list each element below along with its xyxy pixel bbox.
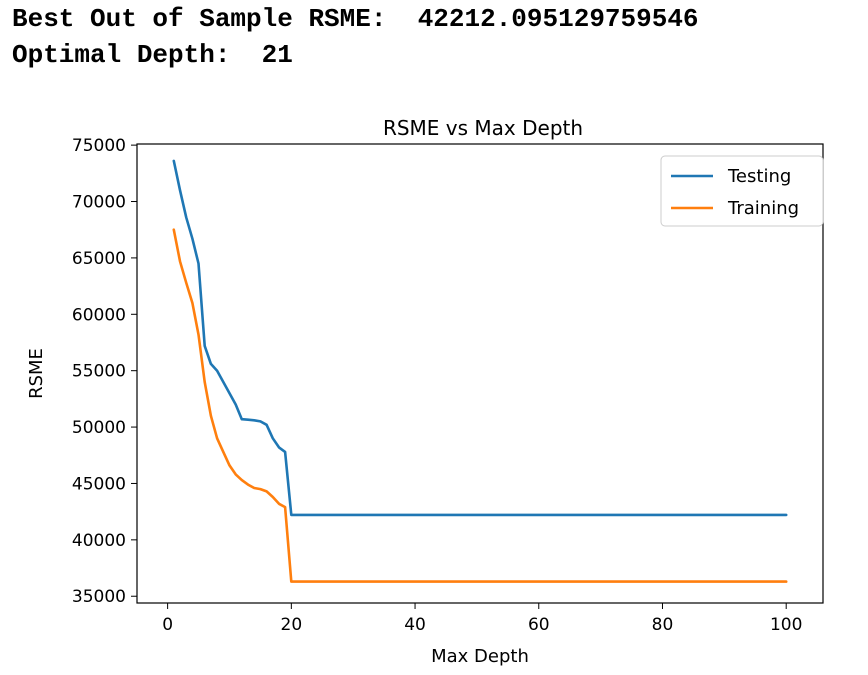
y-tick-label: 60000 <box>72 305 126 325</box>
y-axis: 35000 40000 45000 50000 55000 60000 65000 70000… <box>72 136 137 607</box>
x-axis-label: Max Depth <box>431 646 529 667</box>
series-line-training <box>172 228 788 583</box>
chart-title: RSME vs Max Depth <box>383 116 583 140</box>
x-tick-label: 100 <box>770 615 802 635</box>
legend-label-testing: Testing <box>727 166 791 187</box>
x-tick-label: 80 <box>652 615 674 635</box>
y-tick-label: 75000 <box>72 136 126 156</box>
x-axis: 0 20 40 60 80 100 <box>162 603 802 635</box>
best-rsme-label: Best Out of Sample RSME: <box>12 4 387 34</box>
series-layer <box>172 159 788 583</box>
best-rsme-value: 42212.095129759546 <box>417 4 699 34</box>
legend: Testing Training <box>660 155 824 227</box>
plot-frame <box>136 143 824 604</box>
y-tick-label: 35000 <box>72 587 126 607</box>
y-tick-label: 40000 <box>72 531 126 551</box>
optimal-depth-label: Optimal Depth: <box>12 40 231 70</box>
x-tick-label: 60 <box>528 615 550 635</box>
series-line-testing <box>172 159 788 517</box>
y-tick-label: 45000 <box>72 474 126 494</box>
y-tick-label: 65000 <box>72 249 126 269</box>
output-line-best-rsme: Best Out of Sample RSME: 42212.095129759… <box>12 4 699 34</box>
x-tick-label: 0 <box>162 615 173 635</box>
output-line-optimal-depth: Optimal Depth: 21 <box>12 40 293 70</box>
optimal-depth-value: 21 <box>261 40 293 70</box>
y-tick-label: 70000 <box>72 193 126 213</box>
x-tick-label: 40 <box>404 615 426 635</box>
y-tick-label: 50000 <box>72 418 126 438</box>
x-tick-label: 20 <box>281 615 303 635</box>
y-axis-label: RSME <box>26 348 47 399</box>
y-tick-label: 55000 <box>72 362 126 382</box>
legend-label-training: Training <box>727 198 799 219</box>
